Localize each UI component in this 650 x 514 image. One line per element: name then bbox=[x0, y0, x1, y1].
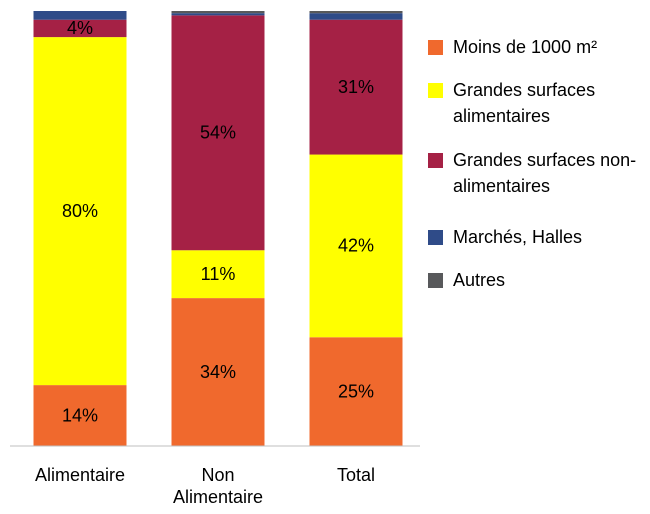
bar-segment bbox=[309, 13, 403, 20]
data-label: 80% bbox=[62, 201, 98, 221]
data-label: 14% bbox=[62, 405, 98, 425]
legend-label: Marchés, Halles bbox=[453, 227, 583, 247]
legend-swatch bbox=[428, 153, 443, 168]
bar-segment bbox=[309, 337, 403, 446]
data-label: 54% bbox=[200, 123, 236, 143]
bar-segment bbox=[309, 11, 403, 14]
data-label: 31% bbox=[338, 77, 374, 97]
bar-segment bbox=[171, 13, 265, 16]
legend-entry: Moins de 1000 m² bbox=[428, 34, 643, 60]
data-label: 42% bbox=[338, 236, 374, 256]
bar-segment bbox=[171, 298, 265, 446]
x-tick-label: Total bbox=[336, 465, 376, 485]
bar-segment bbox=[33, 11, 127, 20]
legend-swatch bbox=[428, 230, 443, 245]
x-tick-label: Non Alimentaire bbox=[172, 465, 264, 507]
bar-segment bbox=[171, 11, 265, 14]
bar-segment bbox=[309, 19, 403, 155]
legend-label: Grandes surfaces non-alimentaires bbox=[453, 150, 637, 196]
bar-segment bbox=[33, 385, 127, 446]
data-label: 11% bbox=[201, 264, 236, 284]
legend-swatch bbox=[428, 273, 443, 288]
bar-segment bbox=[33, 37, 127, 386]
bar-segment bbox=[171, 250, 265, 299]
legend-swatch bbox=[428, 83, 443, 98]
data-label: 4% bbox=[67, 18, 93, 38]
legend-label: Grandes surfaces alimentaires bbox=[453, 80, 596, 126]
legend-label: Autres bbox=[453, 270, 506, 290]
bar-segment bbox=[309, 154, 403, 338]
bar-segment bbox=[171, 15, 265, 251]
legend-entry: Autres bbox=[428, 267, 643, 293]
legend-entry: Marchés, Halles bbox=[428, 224, 643, 250]
legend-entry: Grandes surfaces non-alimentaires bbox=[428, 147, 643, 199]
data-label: 25% bbox=[338, 381, 374, 401]
bar-segment bbox=[33, 19, 127, 38]
legend-label: Moins de 1000 m² bbox=[453, 37, 598, 57]
data-label: 34% bbox=[200, 362, 236, 382]
x-tick-label: Alimentaire bbox=[34, 465, 126, 485]
legend-entry: Grandes surfaces alimentaires bbox=[428, 77, 643, 129]
legend-swatch bbox=[428, 40, 443, 55]
